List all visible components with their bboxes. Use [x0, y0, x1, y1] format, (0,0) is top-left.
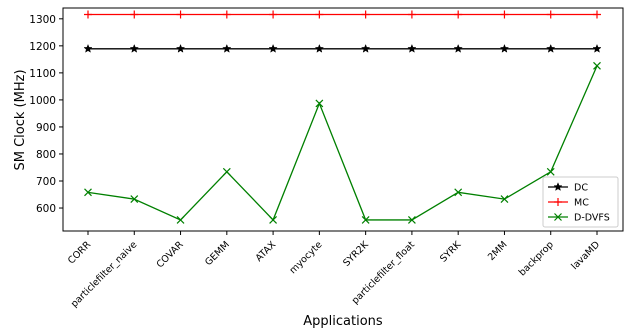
x-tick-label: backprop — [517, 239, 556, 278]
data-point-dc — [175, 43, 186, 53]
legend-marker-d-dvfs — [554, 213, 562, 221]
data-point-d-dvfs — [500, 195, 509, 204]
data-point-d-dvfs — [84, 188, 92, 197]
data-point-mc — [315, 10, 324, 19]
legend-marker-mc — [554, 198, 562, 206]
data-point-d-dvfs — [130, 195, 139, 204]
legend-box — [542, 176, 619, 228]
data-point-mc — [130, 10, 139, 19]
x-tick-label: ATAX — [254, 239, 279, 264]
x-tick-label: CORR — [66, 239, 93, 266]
x-tick-label: myocyte — [288, 239, 325, 276]
data-point-d-dvfs — [315, 99, 324, 108]
x-axis-label: Applications — [303, 314, 383, 329]
legend-label-d-dvfs: D-DVFS — [574, 213, 610, 224]
x-tick-label: 2MM — [486, 239, 510, 263]
y-tick-label: 1200 — [29, 41, 56, 53]
data-point-dc — [360, 43, 371, 53]
data-point-d-dvfs — [361, 215, 370, 224]
y-tick-label: 1300 — [29, 14, 56, 26]
data-point-dc — [222, 43, 232, 53]
data-point-dc — [314, 43, 325, 53]
legend-marker-dc — [553, 182, 563, 191]
y-tick-label: 1100 — [29, 68, 56, 80]
y-tick-label: 1000 — [29, 95, 56, 107]
data-point-dc — [453, 43, 463, 53]
data-point-d-dvfs — [593, 61, 601, 70]
x-tick-label: GEMM — [203, 239, 232, 268]
data-point-d-dvfs — [269, 215, 278, 224]
legend-label-mc: MC — [574, 198, 589, 209]
x-tick-label: SYR2K — [341, 239, 371, 269]
data-point-dc — [407, 43, 417, 53]
y-tick-label: 900 — [36, 122, 56, 134]
data-point-mc — [84, 10, 92, 19]
y-tick-label: 600 — [36, 203, 56, 215]
x-tick-label: SYRK — [438, 239, 464, 265]
plot-frame — [62, 7, 624, 232]
data-point-mc — [361, 10, 370, 19]
data-point-dc — [592, 43, 602, 53]
data-point-mc — [593, 10, 601, 19]
y-axis-label: SM Clock (MHz) — [13, 69, 28, 170]
data-point-mc — [269, 10, 278, 19]
data-point-dc — [268, 43, 278, 53]
data-point-dc — [129, 43, 139, 53]
data-point-d-dvfs — [176, 215, 185, 224]
data-point-mc — [407, 10, 416, 19]
data-point-dc — [83, 43, 93, 53]
x-tick-label: COVAR — [155, 239, 186, 270]
y-tick-label: 800 — [36, 149, 56, 161]
data-point-d-dvfs — [222, 167, 231, 176]
data-point-d-dvfs — [454, 188, 463, 197]
data-point-mc — [500, 10, 509, 19]
data-point-mc — [222, 10, 231, 19]
data-point-dc — [499, 43, 510, 53]
series-line-d-dvfs — [87, 65, 598, 222]
data-point-mc — [546, 10, 555, 19]
legend-label-dc: DC — [574, 183, 588, 194]
data-point-dc — [546, 43, 556, 53]
y-tick-label: 700 — [36, 176, 56, 188]
data-point-mc — [454, 10, 463, 19]
data-point-d-dvfs — [546, 167, 555, 176]
data-point-d-dvfs — [407, 215, 416, 224]
data-point-mc — [176, 10, 185, 19]
x-tick-label: lavaMD — [569, 239, 602, 272]
